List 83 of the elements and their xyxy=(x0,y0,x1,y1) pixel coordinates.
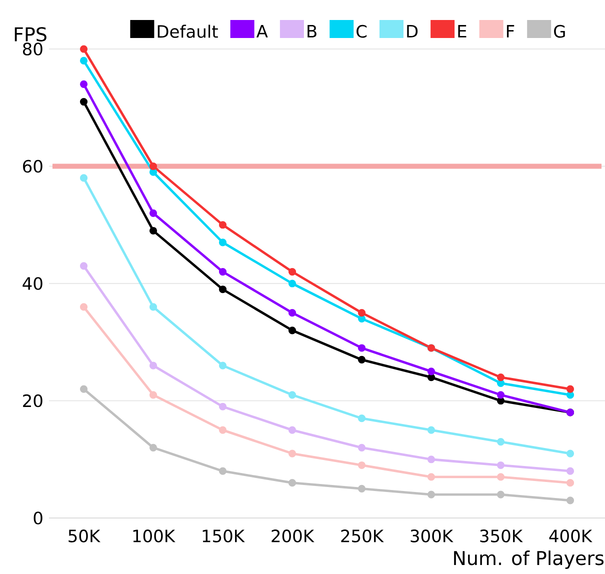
point xyxy=(80,174,88,182)
point xyxy=(80,303,88,311)
legend-label: D xyxy=(407,25,418,38)
point xyxy=(566,467,574,475)
point xyxy=(149,303,158,311)
y-tick-label: 20 xyxy=(23,394,42,408)
x-tick-label: 150K xyxy=(202,530,245,542)
x-tick-label: 50K xyxy=(68,530,100,542)
point xyxy=(358,484,366,492)
point xyxy=(149,226,158,235)
y-axis-title: FPS xyxy=(14,27,46,42)
point xyxy=(80,45,88,53)
point xyxy=(427,374,436,382)
point xyxy=(288,268,296,276)
point xyxy=(566,391,574,399)
point xyxy=(218,268,227,276)
y-tick-label: 40 xyxy=(22,277,42,290)
point xyxy=(288,326,296,334)
point xyxy=(566,479,574,487)
point xyxy=(288,309,296,317)
point xyxy=(80,80,88,88)
point xyxy=(218,221,227,229)
x-axis-title: Num. of Players xyxy=(454,550,604,569)
point xyxy=(288,479,296,487)
point xyxy=(218,362,227,370)
point xyxy=(149,168,158,176)
point xyxy=(496,461,505,470)
legend-label: C xyxy=(356,24,367,38)
point xyxy=(149,162,158,170)
legend-label: E xyxy=(458,25,466,38)
point xyxy=(149,444,158,452)
x-tick-label: 250K xyxy=(341,530,384,542)
point xyxy=(218,426,227,434)
point xyxy=(80,98,88,106)
point xyxy=(427,456,436,464)
x-tick-label: 100K xyxy=(133,530,176,542)
x-tick-label: 200K xyxy=(272,530,314,542)
point xyxy=(496,379,505,387)
point xyxy=(288,280,296,288)
point xyxy=(358,309,366,317)
point xyxy=(218,402,227,410)
legend-label: F xyxy=(506,25,514,38)
point xyxy=(427,490,436,498)
x-tick-label: 350K xyxy=(480,530,523,542)
point xyxy=(496,438,505,446)
point xyxy=(427,473,436,481)
point xyxy=(288,450,296,458)
legend-label: A xyxy=(256,25,268,38)
point xyxy=(149,209,158,217)
point xyxy=(358,314,366,322)
point xyxy=(80,385,88,393)
x-tick-label: 300K xyxy=(410,530,454,542)
point xyxy=(496,473,505,481)
point xyxy=(149,391,158,399)
x-tick-label: 400K xyxy=(549,530,592,542)
y-tick-label: 0 xyxy=(34,512,42,524)
point xyxy=(80,262,88,270)
point xyxy=(358,356,366,364)
point xyxy=(496,396,505,405)
point xyxy=(358,461,366,470)
legend-label: G xyxy=(554,24,565,38)
point xyxy=(358,344,366,352)
point xyxy=(358,414,366,422)
point xyxy=(358,444,366,452)
legend-label: B xyxy=(308,25,316,38)
point xyxy=(218,467,227,475)
point xyxy=(80,56,88,65)
point xyxy=(496,391,505,399)
point xyxy=(427,426,436,434)
point xyxy=(218,286,227,294)
point xyxy=(427,368,436,376)
point xyxy=(496,490,505,498)
point xyxy=(566,450,574,458)
point xyxy=(218,238,227,246)
point xyxy=(288,426,296,434)
point xyxy=(149,362,158,370)
point xyxy=(566,496,574,504)
y-tick-label: 80 xyxy=(22,42,42,56)
point xyxy=(496,374,505,382)
point xyxy=(566,385,574,393)
legend-label: Default xyxy=(158,24,218,38)
point xyxy=(288,391,296,399)
y-tick-label: 60 xyxy=(23,160,42,173)
